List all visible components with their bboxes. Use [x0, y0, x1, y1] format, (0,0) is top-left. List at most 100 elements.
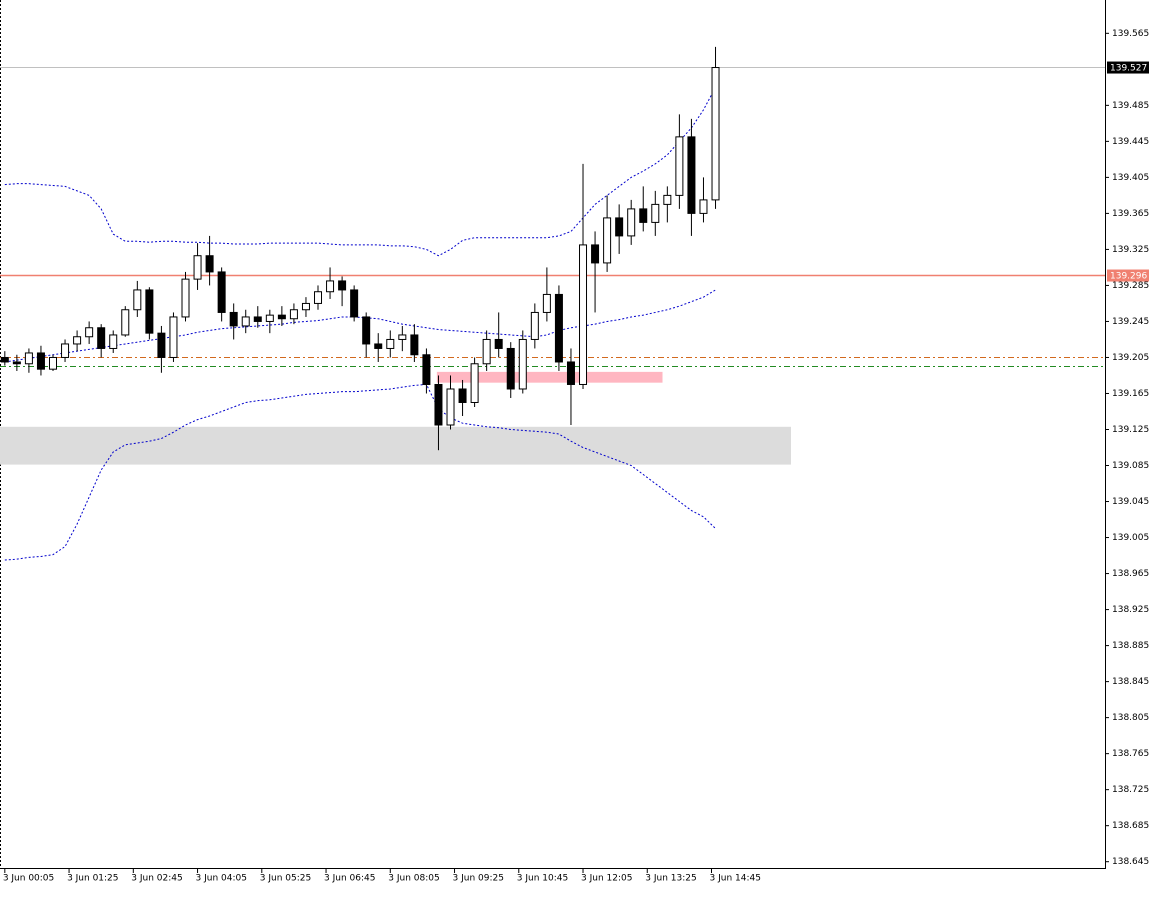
candle-body — [470, 363, 479, 403]
candle-body — [97, 327, 106, 349]
y-tick-label: 139.365 — [1112, 209, 1149, 219]
x-tick-label: 3 Jun 02:45 — [131, 874, 182, 884]
candle-body — [61, 343, 70, 358]
candle-body — [458, 388, 467, 403]
y-tick-label: 138.645 — [1112, 857, 1149, 867]
y-tick-label: 139.165 — [1112, 389, 1149, 399]
candle-body — [157, 332, 166, 358]
candle-body — [24, 352, 33, 365]
band-line — [4, 383, 716, 561]
candle-body — [350, 289, 359, 318]
candle-body — [229, 311, 238, 327]
y-tick-label: 139.245 — [1112, 317, 1149, 327]
x-tick-label: 3 Jun 14:45 — [710, 874, 761, 884]
x-tick-label: 3 Jun 00:05 — [3, 874, 54, 884]
candle-body — [374, 343, 383, 349]
price-tag — [1107, 269, 1149, 282]
candle-body — [181, 278, 190, 318]
candle-body — [687, 136, 696, 214]
candle-body — [36, 352, 45, 370]
candle-body — [603, 217, 612, 264]
candle-body — [338, 280, 347, 291]
y-tick-label: 138.725 — [1112, 785, 1149, 795]
candle-body — [386, 338, 395, 349]
candle-body — [591, 244, 600, 264]
x-tick-label: 3 Jun 06:45 — [324, 874, 375, 884]
y-tick-label: 138.765 — [1112, 749, 1149, 759]
candle-body — [482, 338, 491, 365]
x-tick-label: 3 Jun 09:25 — [453, 874, 504, 884]
candle-body — [121, 309, 130, 336]
candle-body — [434, 383, 443, 426]
candle-body — [145, 289, 154, 334]
y-tick-label: 138.925 — [1112, 605, 1149, 615]
candle-body — [566, 361, 575, 385]
y-tick-label: 138.805 — [1112, 713, 1149, 723]
candle-body — [169, 316, 178, 358]
candle-body — [109, 334, 118, 349]
candle-body — [506, 347, 515, 390]
band-line — [4, 87, 716, 257]
candle-body — [193, 255, 202, 280]
y-tick-label: 139.005 — [1112, 533, 1149, 543]
candle-body — [627, 208, 636, 237]
candle-body — [530, 311, 539, 340]
y-tick-label: 139.045 — [1112, 497, 1149, 507]
x-tick-label: 3 Jun 12:05 — [581, 874, 632, 884]
candle-body — [639, 208, 648, 223]
zone — [0, 426, 792, 465]
y-tick-label: 139.485 — [1112, 101, 1149, 111]
candle-body — [663, 194, 672, 205]
y-tick-label: 139.085 — [1112, 461, 1149, 471]
candle-body — [422, 354, 431, 385]
candle-body — [205, 255, 214, 273]
candle-body — [446, 388, 455, 426]
y-tick-label: 138.965 — [1112, 569, 1149, 579]
y-tick-label: 138.685 — [1112, 821, 1149, 831]
candle-body — [651, 203, 660, 223]
price-tag-label: 139.527 — [1110, 64, 1147, 74]
candle-body — [579, 244, 588, 385]
candle-body — [301, 302, 310, 311]
candle-body — [542, 293, 551, 313]
candle-body — [615, 217, 624, 237]
candle-body — [12, 361, 21, 365]
y-tick-label: 138.845 — [1112, 677, 1149, 687]
x-tick-label: 3 Jun 05:25 — [260, 874, 311, 884]
x-tick-label: 3 Jun 13:25 — [645, 874, 696, 884]
y-tick-label: 139.325 — [1112, 245, 1149, 255]
x-tick-label: 3 Jun 04:05 — [196, 874, 247, 884]
candle-body — [362, 316, 371, 345]
candle-body — [289, 309, 298, 320]
candle-body — [326, 280, 335, 293]
x-tick-label: 3 Jun 08:05 — [388, 874, 439, 884]
candle-body — [0, 356, 9, 363]
candle-body — [518, 338, 527, 390]
candle-body — [85, 327, 94, 338]
candle-body — [133, 289, 142, 311]
candle-body — [265, 314, 274, 322]
y-tick-label: 138.885 — [1112, 641, 1149, 651]
price-tag — [1107, 61, 1149, 74]
candle-body — [253, 316, 262, 322]
zone — [436, 371, 663, 383]
y-tick-label: 139.565 — [1112, 29, 1149, 39]
y-tick-label: 139.205 — [1112, 353, 1149, 363]
candle-body — [217, 271, 226, 313]
price-tag-label: 139.296 — [1110, 272, 1147, 282]
candle-body — [49, 356, 58, 370]
x-tick-label: 3 Jun 10:45 — [517, 874, 568, 884]
candle-body — [73, 336, 82, 345]
y-tick-label: 139.285 — [1112, 281, 1149, 291]
candle-body — [711, 67, 720, 201]
x-tick-label: 3 Jun 01:25 — [67, 874, 118, 884]
y-tick-label: 139.125 — [1112, 425, 1149, 435]
candle-body — [554, 293, 563, 363]
y-tick-label: 139.405 — [1112, 173, 1149, 183]
candle-body — [314, 291, 323, 304]
y-tick-label: 139.445 — [1112, 137, 1149, 147]
candle-body — [675, 136, 684, 196]
candle-body — [410, 334, 419, 356]
